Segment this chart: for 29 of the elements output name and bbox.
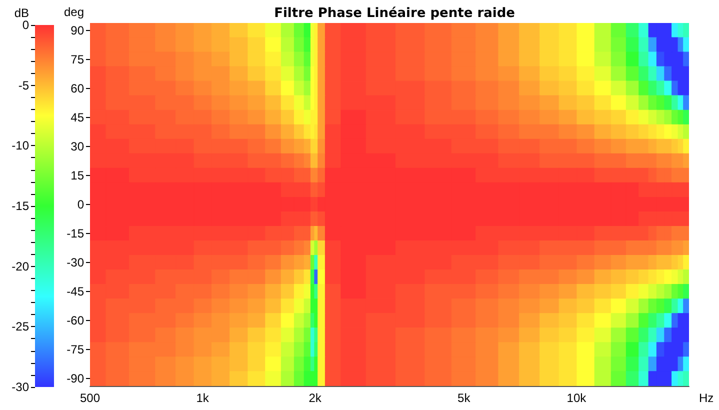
y-tick-label: 45	[70, 110, 84, 124]
y-tick-label: 15	[70, 168, 84, 182]
color-bar-label: -10	[12, 138, 30, 153]
color-bar-label: 0	[22, 18, 30, 32]
color-bar-label: -30	[12, 380, 30, 394]
x-tick-label: 1k	[196, 391, 210, 405]
y-tick-label: -90	[66, 372, 84, 386]
x-tick-label: 10k	[566, 391, 588, 405]
x-tick-label: 2k	[308, 391, 322, 405]
x-axis-title: Hz	[699, 391, 714, 405]
y-tick-label: 0	[77, 198, 84, 212]
color-bar-label: -15	[12, 199, 30, 213]
y-tick-label: 30	[70, 139, 84, 154]
y-tick-label: -45	[66, 284, 84, 299]
color-bar-title: dB	[14, 6, 29, 20]
color-bar-label: -5	[18, 78, 30, 92]
y-tick-label: 60	[70, 81, 84, 96]
y-tick-label: -15	[66, 226, 84, 241]
y-tick-label: -30	[66, 256, 84, 270]
y-tick-label: 75	[70, 52, 84, 66]
color-bar-label: -25	[12, 320, 30, 334]
y-axis-title: deg	[64, 5, 84, 19]
x-tick-label: 5k	[458, 391, 472, 405]
color-bar-label: -20	[12, 259, 30, 274]
x-tick-label: 500	[80, 391, 100, 405]
y-tick-label: 90	[70, 23, 84, 38]
y-tick-label: -75	[66, 342, 84, 357]
chart-title: Filtre Phase Linéaire pente raide	[274, 6, 516, 21]
y-tick-label: -60	[66, 314, 84, 328]
